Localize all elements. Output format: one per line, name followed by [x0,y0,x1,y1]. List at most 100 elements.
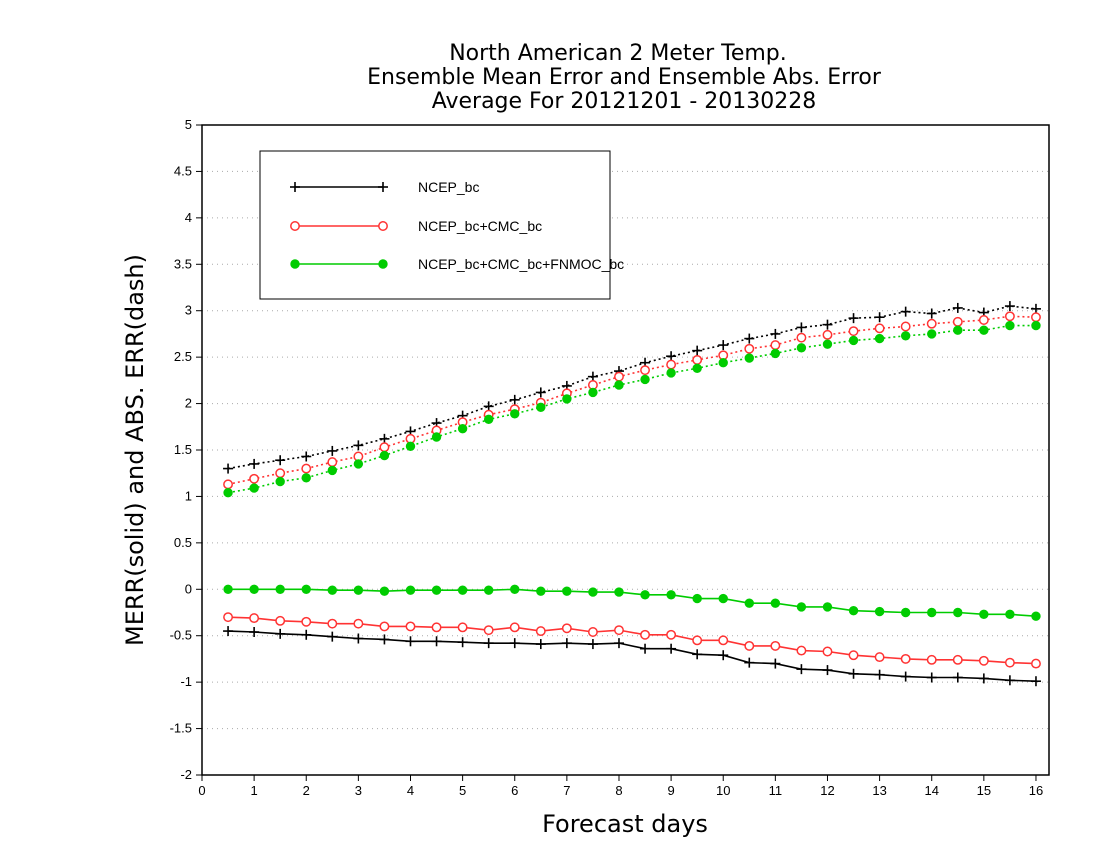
data-point-dot [848,605,859,616]
data-point-circle [926,654,937,665]
data-point-dot [562,394,572,404]
x-tick-label: 5 [459,783,466,798]
y-tick-label: 3.5 [174,256,192,271]
data-point-plus [353,440,364,451]
x-tick-label: 15 [977,783,991,798]
data-point-plus [640,643,651,654]
data-point-circle [666,359,677,370]
data-point-circle [978,655,989,666]
data-point-dot [822,602,833,612]
data-point-dot [1005,320,1015,331]
data-point-dot [457,585,468,595]
data-point-dot [822,339,833,349]
y-tick-label: 1.5 [174,442,192,457]
data-point-circle [744,343,755,354]
data-point-dot [353,585,364,595]
data-point-dot [562,586,572,596]
data-point-plus [1004,675,1015,686]
data-point-dot [327,585,338,595]
data-point-dot [796,602,807,612]
x-tick-label: 8 [615,783,622,798]
data-point-dot [431,432,442,442]
data-point-dot [953,607,963,618]
x-tick-label: 1 [251,783,258,798]
x-tick-label: 12 [820,783,834,798]
data-point-dot [483,414,494,425]
data-point-plus [1030,303,1041,314]
x-tick-label: 2 [303,783,310,798]
data-point-circle [770,340,781,351]
chart-title-line-1: North American 2 Meter Temp. [449,41,787,66]
data-point-dot [275,584,285,594]
data-point-dot [796,343,807,353]
data-point-dot [301,473,311,483]
data-point-circle [378,221,388,231]
data-point-circle [290,221,300,231]
data-point-plus [249,627,260,637]
data-point-plus [874,312,885,323]
y-tick-label: 4 [185,210,192,225]
data-point-plus [900,306,911,317]
series-ncep-bc [223,301,1041,687]
data-point-dot [510,584,520,594]
data-point-circle [1004,657,1015,668]
data-point-circle [223,479,234,490]
data-point-dot [848,335,859,346]
data-point-plus [587,371,598,382]
data-point-plus [327,631,338,642]
data-point-plus [822,319,833,330]
x-tick-label: 13 [872,783,886,798]
data-point-plus [1030,676,1041,687]
data-point-dot [979,609,989,620]
data-point-circle [900,321,911,332]
data-point-plus [613,638,624,649]
data-point-plus [405,636,416,647]
data-point-circle [275,468,286,479]
data-point-circle [249,473,260,484]
data-point-dot [614,380,624,390]
x-tick-label: 4 [407,783,414,798]
y-tick-label: 5 [185,117,192,132]
data-point-dot [770,348,781,359]
data-point-dot [640,590,650,600]
data-point-dot [536,586,546,596]
abs-err-line-ncep-bc-cmc-bc-fnmoc-bc [227,324,1036,494]
data-point-plus [327,445,338,456]
legend: NCEP_bc NCEP_bc+CMC_bc NCEP_bc+CMC_bc+FNMO… [259,150,624,300]
y-axis-label: MERR(solid) and ABS. ERR(dash) [121,254,149,646]
data-point-dot [900,331,911,341]
mean-err-line-ncep-bc-cmc-bc-fnmoc-bc [228,588,1037,618]
data-point-circle [640,629,650,640]
y-tick-label: -0.5 [170,628,192,643]
data-point-plus [978,673,989,684]
x-tick-label: 3 [355,783,362,798]
data-point-plus [952,672,963,683]
x-tick-label: 16 [1029,783,1043,798]
data-point-plus [535,387,546,398]
y-tick-label: 1 [185,488,192,503]
data-point-dot [327,465,338,476]
data-point-circle [822,329,833,340]
data-point-circle [692,635,703,646]
data-point-plus [848,668,859,679]
data-point-dot [223,584,233,594]
data-point-circle [874,323,885,334]
data-point-dot [588,587,598,597]
data-point-circle [692,354,703,365]
legend-label: NCEP_bc+CMC_bc [418,218,542,234]
data-point-circle [978,315,989,325]
data-point-circle [1031,312,1041,323]
data-point-dot [275,476,285,487]
data-point-circle [1004,311,1015,322]
data-point-circle [900,653,911,664]
data-point-circle [666,629,677,640]
series-ncep-bc-cmc-bc [223,311,1041,669]
data-point-circle [874,652,885,663]
data-point-circle [770,640,781,651]
data-point-plus [275,455,286,466]
data-point-plus [848,313,859,324]
data-point-dot [1031,611,1041,621]
data-point-dot [249,584,259,594]
data-point-dot [770,598,781,608]
